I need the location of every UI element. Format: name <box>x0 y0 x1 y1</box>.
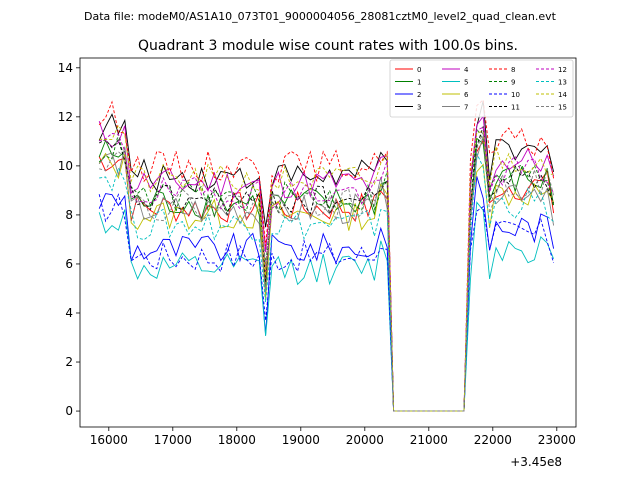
tick-marks: 16000 17000 18000 19000 20000 21000 22000 23000… <box>58 61 576 447</box>
y-tick-label: 14 <box>58 61 73 75</box>
legend-label-14: 14 <box>558 91 567 99</box>
series-line-10 <box>98 193 555 412</box>
legend-label-12: 12 <box>558 66 567 74</box>
series-line-5 <box>98 201 555 412</box>
series-line-14 <box>99 124 554 412</box>
series-line-13 <box>99 151 554 412</box>
x-tick-label: 20000 <box>346 433 384 447</box>
series-line-0 <box>98 139 555 412</box>
y-tick-label: 12 <box>58 110 73 124</box>
y-tick-label: 0 <box>65 404 73 418</box>
legend-label-8: 8 <box>511 66 515 74</box>
legend-label-11: 11 <box>511 104 520 112</box>
series-line-7 <box>98 135 555 412</box>
y-tick-label: 4 <box>65 306 73 320</box>
series-line-2 <box>98 176 555 412</box>
y-tick-label: 8 <box>65 208 73 222</box>
axes <box>79 57 577 428</box>
series-line-11 <box>98 126 555 412</box>
x-tick-label: 19000 <box>282 433 320 447</box>
chart-title: Quadrant 3 module wise count rates with … <box>138 38 518 54</box>
legend-label-15: 15 <box>558 104 567 112</box>
x-tick-label: 16000 <box>90 433 128 447</box>
legend-label-7: 7 <box>464 104 468 112</box>
plot-frame <box>79 57 577 428</box>
series-line-15 <box>99 131 555 412</box>
legend-label-10: 10 <box>511 91 520 99</box>
data-file-caption: Data file: modeM0/AS1A10_073T01_90000040… <box>84 10 557 23</box>
series-line-12 <box>99 126 554 412</box>
y-tick-label: 6 <box>65 257 73 271</box>
legend-label-3: 3 <box>417 104 421 112</box>
x-tick-label: 18000 <box>218 433 256 447</box>
legend-label-13: 13 <box>558 79 567 87</box>
legend-label-6: 6 <box>464 91 469 99</box>
legend-label-4: 4 <box>464 66 469 74</box>
x-tick-label: 17000 <box>154 433 192 447</box>
x-tick-label: 22000 <box>474 433 512 447</box>
legend-label-2: 2 <box>417 91 421 99</box>
x-tick-label: 23000 <box>538 433 576 447</box>
series-line-4 <box>98 115 555 412</box>
legend-label-1: 1 <box>417 79 421 87</box>
series-line-1 <box>98 137 555 412</box>
y-tick-label: 10 <box>58 159 73 173</box>
series-line-9 <box>98 127 555 412</box>
plot-lines <box>98 98 555 412</box>
series-line-6 <box>98 152 554 412</box>
x-offset-label: +3.45e8 <box>510 455 562 469</box>
y-tick-label: 2 <box>65 355 73 369</box>
legend-label-9: 9 <box>511 79 515 87</box>
legend-box <box>389 59 574 118</box>
x-tick-label: 21000 <box>410 433 448 447</box>
legend-label-5: 5 <box>464 79 468 87</box>
legend-label-0: 0 <box>417 66 421 74</box>
